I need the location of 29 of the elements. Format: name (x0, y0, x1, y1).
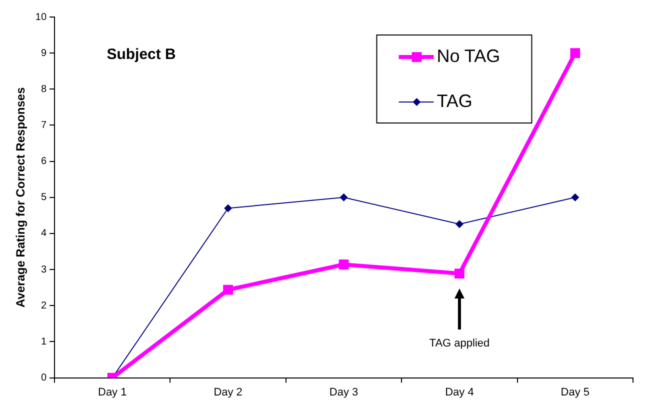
point (338, 260, 349, 270)
text: Subject B (106, 46, 176, 64)
point (224, 204, 232, 212)
legend-label: TAG (436, 91, 472, 112)
point (454, 268, 464, 278)
y-axis-title: Average Rating for Correct Responses (14, 86, 28, 308)
point (455, 220, 464, 228)
y-tick-label: 5 (40, 192, 47, 204)
y-tick-label: 0 (40, 372, 47, 384)
y-tick-label: 2 (40, 300, 47, 312)
x-tick-label: Day 3 (329, 386, 358, 398)
y-tick-label: 7 (40, 120, 47, 131)
y-tick-label: 6 (40, 156, 47, 168)
y-tick-label: 4 (40, 228, 47, 240)
point (223, 284, 234, 295)
y-tick-label: 8 (40, 84, 47, 95)
y-tick-label: 3 (40, 264, 47, 276)
x-tick-label: Day 5 (560, 386, 590, 398)
x-tick-label: Day 1 (98, 386, 127, 398)
legend-label: No TAG (436, 46, 500, 66)
x-tick-label: Day 4 (445, 386, 474, 398)
y-tick-label: 9 (40, 48, 47, 59)
x-tick-label: Day 2 (214, 386, 242, 398)
y-tick-label: 10 (35, 12, 47, 23)
point (340, 193, 348, 202)
point (571, 193, 580, 202)
annotation: TAG applied (429, 338, 490, 350)
point (570, 48, 580, 58)
y-tick-label: 1 (40, 336, 47, 348)
